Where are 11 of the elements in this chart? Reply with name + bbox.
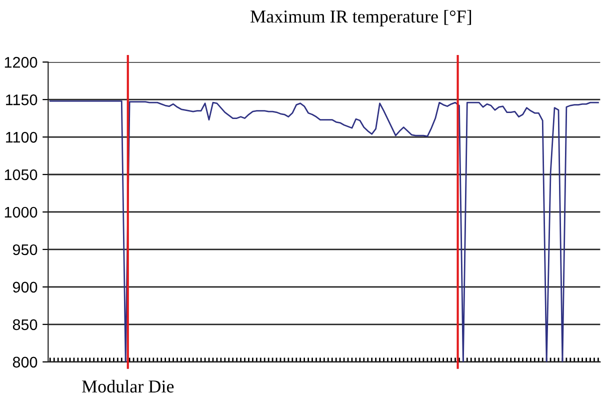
y-tick-label: 850 (12, 319, 38, 330)
chart-title: Maximum IR temperature [°F] (250, 10, 472, 26)
y-tick-label: 1050 (4, 169, 38, 180)
y-tick-label: 1000 (4, 206, 38, 218)
y-tick-label: 900 (12, 282, 38, 293)
text: Modular Die (82, 380, 174, 393)
y-tick-label: 1150 (6, 94, 38, 106)
y-tick-label: 950 (12, 244, 38, 256)
y-tick-label: 1100 (6, 132, 38, 143)
y-tick-label: 800 (12, 356, 38, 368)
y-tick-label: 1200 (4, 56, 38, 68)
